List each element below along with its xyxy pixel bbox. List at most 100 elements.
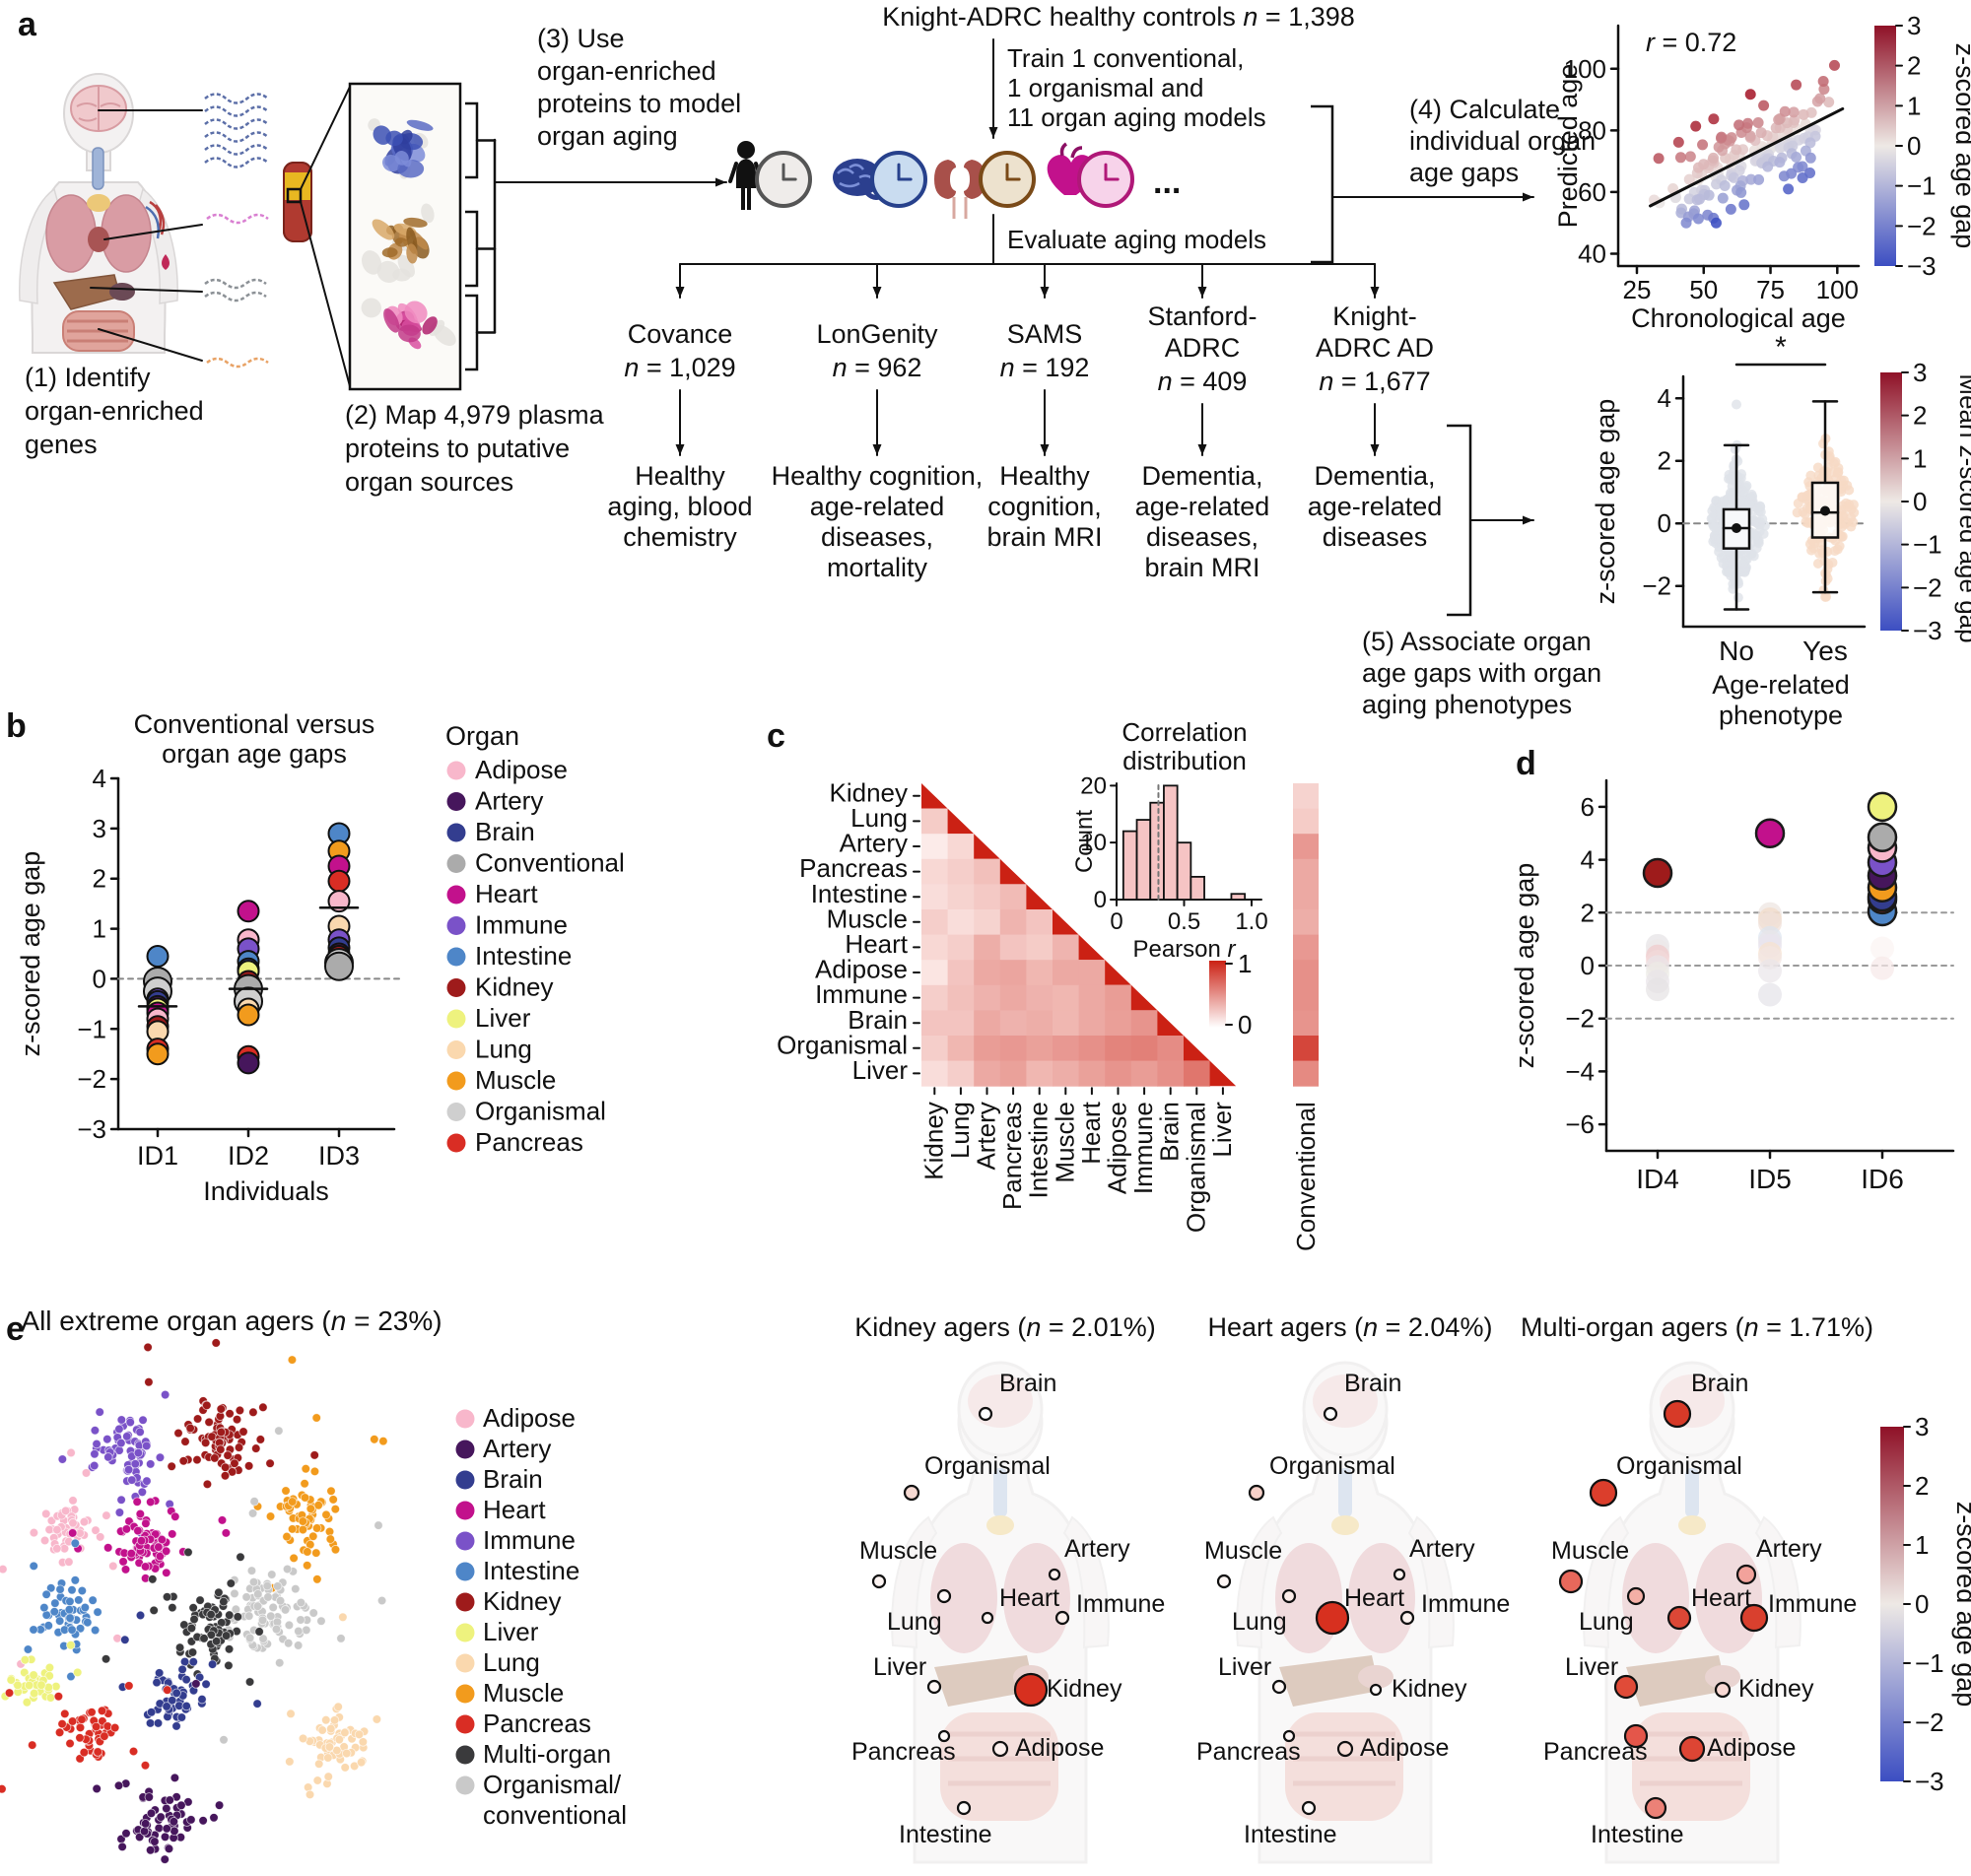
svg-text:Artery: Artery xyxy=(972,1102,1001,1170)
svg-text:40: 40 xyxy=(1578,238,1606,268)
svg-text:Heart agers (n = 2.04%): Heart agers (n = 2.04%) xyxy=(1208,1312,1493,1342)
svg-text:r = 0.72: r = 0.72 xyxy=(1646,28,1736,57)
svg-text:organ age gaps: organ age gaps xyxy=(162,739,347,769)
svg-text:Kidney: Kidney xyxy=(830,777,909,807)
clock-icon xyxy=(870,151,927,208)
svg-text:100: 100 xyxy=(1564,54,1606,84)
svg-text:Lung: Lung xyxy=(1232,1608,1287,1636)
svg-text:Adipose: Adipose xyxy=(815,955,908,984)
svg-text:SAMS: SAMS xyxy=(1007,319,1083,349)
svg-text:0: 0 xyxy=(93,964,106,993)
svg-text:Individuals: Individuals xyxy=(203,1176,329,1206)
svg-text:−1: −1 xyxy=(1915,1648,1944,1678)
svg-text:Dementia,: Dementia, xyxy=(1314,461,1435,491)
svg-text:Conventional: Conventional xyxy=(1291,1102,1321,1251)
svg-text:0.5: 0.5 xyxy=(1168,908,1200,935)
svg-text:−1: −1 xyxy=(1913,530,1942,560)
svg-text:3: 3 xyxy=(1913,358,1927,387)
svg-text:2: 2 xyxy=(1581,898,1595,927)
svg-text:Chronological age: Chronological age xyxy=(1631,303,1846,333)
svg-text:−2: −2 xyxy=(1642,571,1671,601)
svg-text:Liver: Liver xyxy=(1218,1653,1271,1681)
svg-text:distribution: distribution xyxy=(1122,746,1247,775)
svg-text:Kidney: Kidney xyxy=(1738,1675,1814,1703)
svg-text:Liver: Liver xyxy=(475,1003,531,1033)
svg-text:Brain: Brain xyxy=(1691,1370,1748,1397)
svg-text:Lung: Lung xyxy=(887,1608,942,1636)
svg-text:25: 25 xyxy=(1623,275,1652,304)
panel-c-correlation: KidneyKidneyLungLungArteryArteryPancreas… xyxy=(777,717,1321,1251)
svg-text:Organismal: Organismal xyxy=(475,1097,606,1126)
svg-text:Organismal/: Organismal/ xyxy=(483,1770,622,1799)
svg-text:Muscle: Muscle xyxy=(483,1678,564,1708)
svg-text:brain MRI: brain MRI xyxy=(1144,553,1259,582)
svg-text:3: 3 xyxy=(1907,11,1921,40)
svg-text:Heart: Heart xyxy=(1344,1584,1404,1612)
svg-text:1: 1 xyxy=(1915,1530,1929,1560)
svg-text:Mean z-scored age gap: Mean z-scored age gap xyxy=(1954,373,1971,642)
svg-text:−2: −2 xyxy=(1915,1708,1944,1737)
svg-text:Immune: Immune xyxy=(483,1525,576,1555)
svg-text:Pancreas: Pancreas xyxy=(483,1708,591,1738)
svg-text:50: 50 xyxy=(1689,275,1718,304)
svg-text:Yes: Yes xyxy=(1802,636,1848,666)
svg-text:Kidney agers (n = 2.01%): Kidney agers (n = 2.01%) xyxy=(854,1312,1155,1342)
svg-text:Dementia,: Dementia, xyxy=(1141,461,1262,491)
svg-text:Immune: Immune xyxy=(1421,1590,1510,1618)
svg-text:z-scored age gap: z-scored age gap xyxy=(1950,43,1971,249)
svg-text:Healthy: Healthy xyxy=(999,461,1090,491)
body-illustration xyxy=(19,73,178,354)
svg-text:age gaps with organ: age gaps with organ xyxy=(1362,658,1601,688)
svg-text:organ aging: organ aging xyxy=(537,121,678,151)
svg-text:0: 0 xyxy=(1658,508,1671,538)
svg-text:−2: −2 xyxy=(1565,1004,1595,1034)
svg-text:20: 20 xyxy=(1080,772,1107,799)
panel-e-kidney-agers: Kidney agers (n = 2.01%) Brain Organismal M… xyxy=(851,1312,1165,1864)
svg-text:age gaps: age gaps xyxy=(1409,158,1519,187)
panel-c-label: c xyxy=(767,717,785,755)
svg-text:6: 6 xyxy=(1581,792,1595,822)
svg-text:ADRC AD: ADRC AD xyxy=(1316,333,1434,363)
svg-text:Pancreas: Pancreas xyxy=(851,1738,956,1766)
svg-text:Brain: Brain xyxy=(1155,1102,1185,1162)
svg-text:Covance: Covance xyxy=(628,319,733,349)
svg-text:Kidney: Kidney xyxy=(1392,1675,1467,1703)
svg-text:Adipose: Adipose xyxy=(1015,1734,1104,1762)
svg-text:1: 1 xyxy=(1907,91,1921,120)
svg-text:individual organ: individual organ xyxy=(1409,126,1596,156)
svg-text:proteins to model: proteins to model xyxy=(537,89,741,118)
svg-text:Heart: Heart xyxy=(1691,1584,1751,1612)
svg-text:−1: −1 xyxy=(1907,171,1937,201)
panel-b-label: b xyxy=(6,707,27,745)
svg-text:Kidney: Kidney xyxy=(483,1586,562,1616)
svg-text:Organ: Organ xyxy=(445,721,519,751)
svg-text:0: 0 xyxy=(1913,487,1927,516)
svg-text:Pancreas: Pancreas xyxy=(799,853,908,883)
svg-text:n = 1,677: n = 1,677 xyxy=(1319,367,1430,396)
svg-text:0: 0 xyxy=(1915,1589,1929,1619)
svg-text:Artery: Artery xyxy=(1064,1535,1130,1563)
svg-text:Organismal: Organismal xyxy=(1181,1102,1210,1233)
svg-text:Heart: Heart xyxy=(845,929,908,959)
svg-text:All extreme organ agers (n = 2: All extreme organ agers (n = 23%) xyxy=(21,1306,442,1336)
svg-text:1: 1 xyxy=(93,914,106,944)
svg-text:z-scored age gap: z-scored age gap xyxy=(16,851,45,1057)
panel-d-strip-plot: 6 4 2 0 −2 −4 −6 z-scored age gap ID4 ID5 ID6 xyxy=(1510,778,1955,1194)
svg-text:1: 1 xyxy=(1238,949,1252,978)
svg-text:Muscle: Muscle xyxy=(1551,1537,1629,1565)
svg-text:4: 4 xyxy=(1658,383,1671,413)
svg-text:Intestine: Intestine xyxy=(475,941,572,971)
svg-text:Adipose: Adipose xyxy=(475,755,568,784)
svg-text:Artery: Artery xyxy=(483,1434,551,1463)
svg-text:Liver: Liver xyxy=(852,1055,909,1085)
svg-text:genes: genes xyxy=(25,430,98,459)
svg-text:ID6: ID6 xyxy=(1861,1164,1904,1194)
svg-text:Predicted age: Predicted age xyxy=(1553,64,1583,229)
body-silhouette xyxy=(1583,1361,1801,1864)
svg-text:phenotype: phenotype xyxy=(1719,701,1843,730)
svg-text:Artery: Artery xyxy=(1756,1535,1822,1563)
svg-text:Muscle: Muscle xyxy=(859,1537,937,1565)
svg-text:age-related: age-related xyxy=(810,492,945,521)
svg-text:brain MRI: brain MRI xyxy=(986,522,1102,552)
svg-text:3: 3 xyxy=(1915,1412,1929,1441)
